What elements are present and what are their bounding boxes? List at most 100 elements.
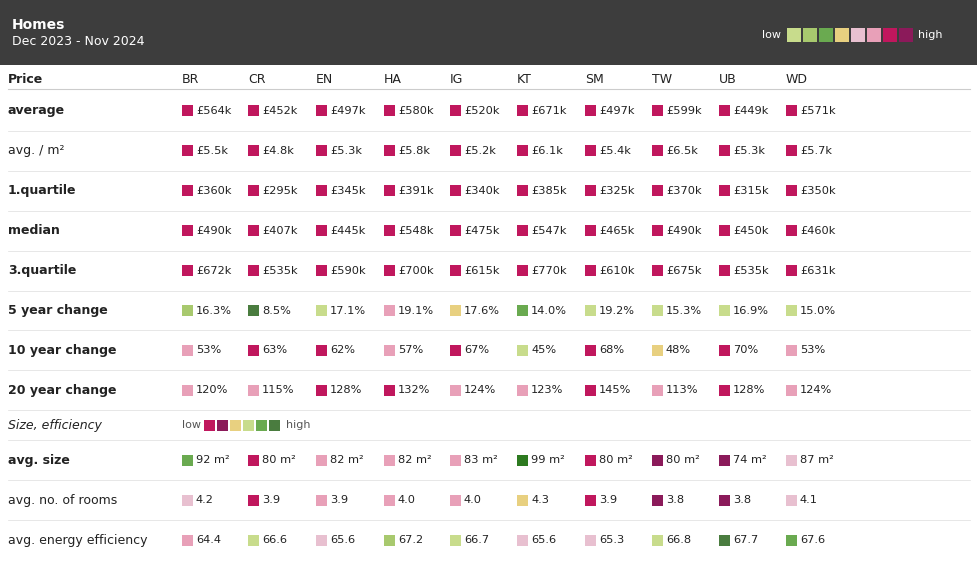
FancyBboxPatch shape (316, 265, 326, 276)
Text: high: high (917, 30, 942, 40)
FancyBboxPatch shape (316, 345, 326, 356)
FancyBboxPatch shape (718, 186, 729, 196)
Text: £590k: £590k (329, 266, 365, 276)
FancyBboxPatch shape (384, 345, 395, 356)
FancyBboxPatch shape (584, 345, 595, 356)
FancyBboxPatch shape (449, 305, 460, 316)
Text: £671k: £671k (531, 106, 566, 116)
FancyBboxPatch shape (850, 28, 864, 42)
FancyBboxPatch shape (517, 455, 528, 466)
Text: 132%: 132% (398, 385, 430, 395)
Text: 4.3: 4.3 (531, 495, 548, 505)
FancyBboxPatch shape (652, 146, 662, 156)
FancyBboxPatch shape (384, 305, 395, 316)
Text: 8.5%: 8.5% (262, 306, 290, 315)
Text: 99 m²: 99 m² (531, 455, 564, 465)
Text: avg. energy efficiency: avg. energy efficiency (8, 534, 148, 547)
Text: 66.7: 66.7 (463, 535, 488, 545)
FancyBboxPatch shape (517, 186, 528, 196)
FancyBboxPatch shape (517, 225, 528, 236)
Text: 48%: 48% (665, 345, 691, 355)
FancyBboxPatch shape (182, 495, 192, 506)
FancyBboxPatch shape (718, 105, 729, 116)
FancyBboxPatch shape (316, 105, 326, 116)
Text: 65.3: 65.3 (598, 535, 623, 545)
Text: 4.1: 4.1 (799, 495, 817, 505)
FancyBboxPatch shape (517, 495, 528, 506)
FancyBboxPatch shape (449, 455, 460, 466)
FancyBboxPatch shape (316, 535, 326, 545)
FancyBboxPatch shape (517, 305, 528, 316)
Text: 74 m²: 74 m² (732, 455, 766, 465)
Text: £6.1k: £6.1k (531, 146, 563, 156)
Text: 66.6: 66.6 (262, 535, 286, 545)
FancyBboxPatch shape (786, 495, 796, 506)
FancyBboxPatch shape (182, 455, 192, 466)
FancyBboxPatch shape (449, 186, 460, 196)
Text: 128%: 128% (732, 385, 765, 395)
FancyBboxPatch shape (182, 385, 192, 396)
FancyBboxPatch shape (182, 146, 192, 156)
Text: £672k: £672k (195, 266, 232, 276)
Text: 14.0%: 14.0% (531, 306, 567, 315)
FancyBboxPatch shape (182, 186, 192, 196)
FancyBboxPatch shape (204, 420, 215, 431)
Text: 15.0%: 15.0% (799, 306, 835, 315)
Text: 124%: 124% (463, 385, 495, 395)
FancyBboxPatch shape (449, 225, 460, 236)
Text: Size, efficiency: Size, efficiency (8, 419, 102, 432)
Text: £571k: £571k (799, 106, 834, 116)
Text: 1.quartile: 1.quartile (8, 184, 76, 197)
FancyBboxPatch shape (248, 105, 259, 116)
FancyBboxPatch shape (652, 455, 662, 466)
Text: TW: TW (652, 73, 671, 86)
Text: £497k: £497k (329, 106, 365, 116)
FancyBboxPatch shape (718, 495, 729, 506)
Text: £460k: £460k (799, 226, 834, 236)
Text: 53%: 53% (195, 345, 221, 355)
FancyBboxPatch shape (718, 455, 729, 466)
FancyBboxPatch shape (786, 265, 796, 276)
Text: 128%: 128% (329, 385, 362, 395)
Text: £5.5k: £5.5k (195, 146, 228, 156)
Text: 15.3%: 15.3% (665, 306, 701, 315)
Text: 82 m²: 82 m² (398, 455, 431, 465)
Text: 67.6: 67.6 (799, 535, 825, 545)
Text: CR: CR (248, 73, 265, 86)
FancyBboxPatch shape (786, 225, 796, 236)
Text: Price: Price (8, 73, 43, 86)
Text: £370k: £370k (665, 186, 701, 196)
Text: 16.3%: 16.3% (195, 306, 232, 315)
Text: £340k: £340k (463, 186, 499, 196)
FancyBboxPatch shape (786, 305, 796, 316)
FancyBboxPatch shape (652, 535, 662, 545)
Text: 53%: 53% (799, 345, 825, 355)
Text: 63%: 63% (262, 345, 287, 355)
FancyBboxPatch shape (652, 225, 662, 236)
FancyBboxPatch shape (449, 345, 460, 356)
FancyBboxPatch shape (584, 186, 595, 196)
FancyBboxPatch shape (786, 105, 796, 116)
Text: 115%: 115% (262, 385, 294, 395)
FancyBboxPatch shape (517, 265, 528, 276)
Text: IG: IG (449, 73, 463, 86)
Text: £535k: £535k (732, 266, 768, 276)
Text: 70%: 70% (732, 345, 757, 355)
FancyBboxPatch shape (316, 146, 326, 156)
Text: 17.6%: 17.6% (463, 306, 499, 315)
Text: avg. / m²: avg. / m² (8, 144, 64, 157)
FancyBboxPatch shape (718, 146, 729, 156)
FancyBboxPatch shape (449, 146, 460, 156)
FancyBboxPatch shape (584, 105, 595, 116)
Text: 65.6: 65.6 (329, 535, 355, 545)
Text: low: low (761, 30, 781, 40)
FancyBboxPatch shape (786, 28, 800, 42)
Text: £449k: £449k (732, 106, 768, 116)
Text: average: average (8, 104, 65, 117)
FancyBboxPatch shape (384, 385, 395, 396)
Text: £450k: £450k (732, 226, 768, 236)
Text: high: high (285, 420, 310, 430)
FancyBboxPatch shape (384, 105, 395, 116)
FancyBboxPatch shape (517, 345, 528, 356)
Text: 3.8: 3.8 (732, 495, 750, 505)
